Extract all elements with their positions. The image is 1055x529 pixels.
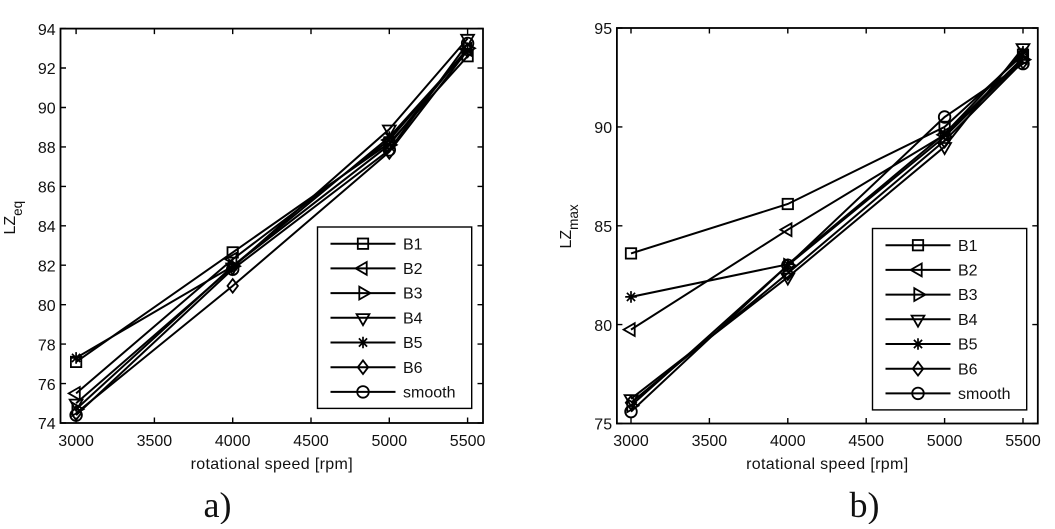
- svg-text:5000: 5000: [372, 433, 408, 450]
- svg-text:4500: 4500: [848, 433, 884, 450]
- svg-text:B2: B2: [958, 263, 978, 280]
- svg-text:75: 75: [594, 417, 612, 434]
- svg-text:80: 80: [594, 318, 612, 335]
- svg-text:4500: 4500: [293, 433, 329, 450]
- svg-text:88: 88: [38, 140, 56, 157]
- svg-text:94: 94: [38, 22, 56, 39]
- svg-text:78: 78: [38, 337, 56, 354]
- svg-text:5500: 5500: [450, 433, 486, 450]
- svg-text:B1: B1: [403, 236, 423, 253]
- svg-text:rotational speed [rpm]: rotational speed [rpm]: [746, 456, 908, 473]
- svg-text:B2: B2: [403, 261, 423, 278]
- svg-text:B4: B4: [403, 310, 423, 327]
- svg-text:80: 80: [38, 298, 56, 315]
- svg-text:B5: B5: [403, 335, 423, 352]
- svg-text:rotational speed [rpm]: rotational speed [rpm]: [191, 456, 353, 473]
- svg-text:smooth: smooth: [403, 385, 455, 402]
- svg-text:95: 95: [594, 21, 612, 38]
- svg-text:74: 74: [38, 416, 56, 433]
- svg-text:82: 82: [38, 258, 56, 275]
- svg-text:B3: B3: [403, 286, 423, 303]
- svg-text:76: 76: [38, 377, 56, 394]
- svg-text:4000: 4000: [215, 433, 251, 450]
- svg-text:85: 85: [594, 219, 612, 236]
- svg-text:B1: B1: [958, 238, 978, 255]
- svg-text:3000: 3000: [58, 433, 94, 450]
- svg-text:90: 90: [594, 120, 612, 137]
- svg-text:84: 84: [38, 219, 56, 236]
- svg-text:86: 86: [38, 180, 56, 197]
- svg-text:b): b): [850, 485, 880, 524]
- svg-text:3500: 3500: [692, 433, 728, 450]
- svg-text:B3: B3: [958, 287, 978, 304]
- svg-text:B4: B4: [958, 312, 978, 329]
- svg-text:B6: B6: [958, 361, 978, 378]
- svg-text:B5: B5: [958, 337, 978, 354]
- svg-text:5500: 5500: [1005, 433, 1041, 450]
- svg-text:5000: 5000: [927, 433, 963, 450]
- svg-text:smooth: smooth: [958, 386, 1010, 403]
- svg-text:4000: 4000: [770, 433, 806, 450]
- svg-text:3500: 3500: [137, 433, 173, 450]
- svg-text:92: 92: [38, 61, 56, 78]
- svg-text:a): a): [204, 485, 232, 524]
- svg-text:B6: B6: [403, 360, 423, 377]
- svg-text:90: 90: [38, 101, 56, 118]
- svg-text:3000: 3000: [613, 433, 649, 450]
